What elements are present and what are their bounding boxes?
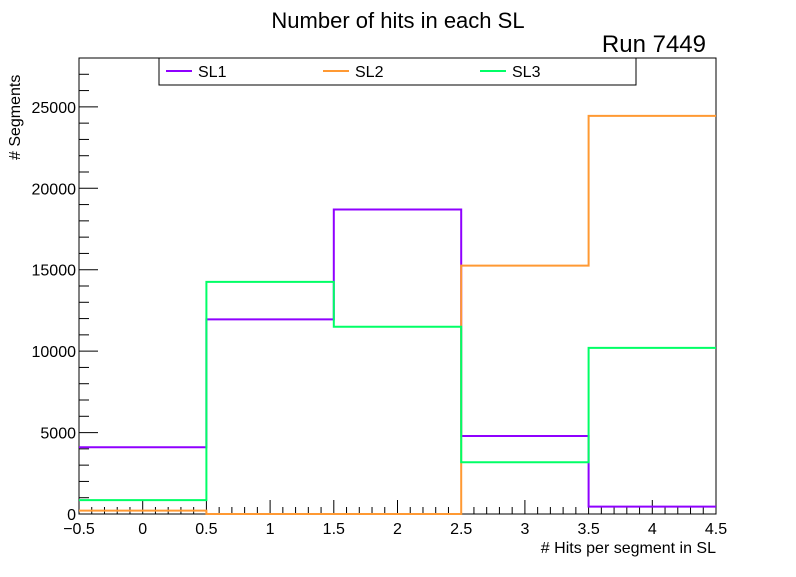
y-tick-label: 10000 <box>32 344 77 361</box>
legend-label-sl2: SL2 <box>355 64 384 81</box>
x-axis-label: # Hits per segment in SL <box>541 540 716 557</box>
chart-title: Number of hits in each SL <box>271 8 524 33</box>
x-tick-label: 1.5 <box>323 521 345 538</box>
x-tick-label: 0 <box>138 521 147 538</box>
x-tick-label: 3 <box>520 521 529 538</box>
y-tick-label: 20000 <box>32 181 77 198</box>
x-tick-label: 4 <box>648 521 657 538</box>
series-sl3-line <box>79 280 716 502</box>
x-tick-label: −0.5 <box>63 521 95 538</box>
y-tick-label: 25000 <box>32 100 77 117</box>
x-tick-label: 0.5 <box>195 521 217 538</box>
x-tick-label: 3.5 <box>577 521 599 538</box>
legend-label-sl1: SL1 <box>198 64 227 81</box>
series-sl2-line <box>79 114 716 515</box>
legend-label-sl3: SL3 <box>512 64 541 81</box>
legend-box <box>158 57 637 86</box>
y-tick-label: 5000 <box>40 426 76 443</box>
plot-frame <box>78 57 717 515</box>
y-axis-label: # Segments <box>7 75 24 160</box>
series-sl1-line <box>79 208 716 508</box>
run-label: Run 7449 <box>602 31 706 58</box>
x-tick-label: 2.5 <box>450 521 472 538</box>
y-tick-label: 15000 <box>32 263 77 280</box>
y-tick-label: 0 <box>67 507 76 524</box>
x-tick-label: 4.5 <box>705 521 727 538</box>
x-tick-label: 2 <box>393 521 402 538</box>
x-tick-label: 1 <box>266 521 275 538</box>
